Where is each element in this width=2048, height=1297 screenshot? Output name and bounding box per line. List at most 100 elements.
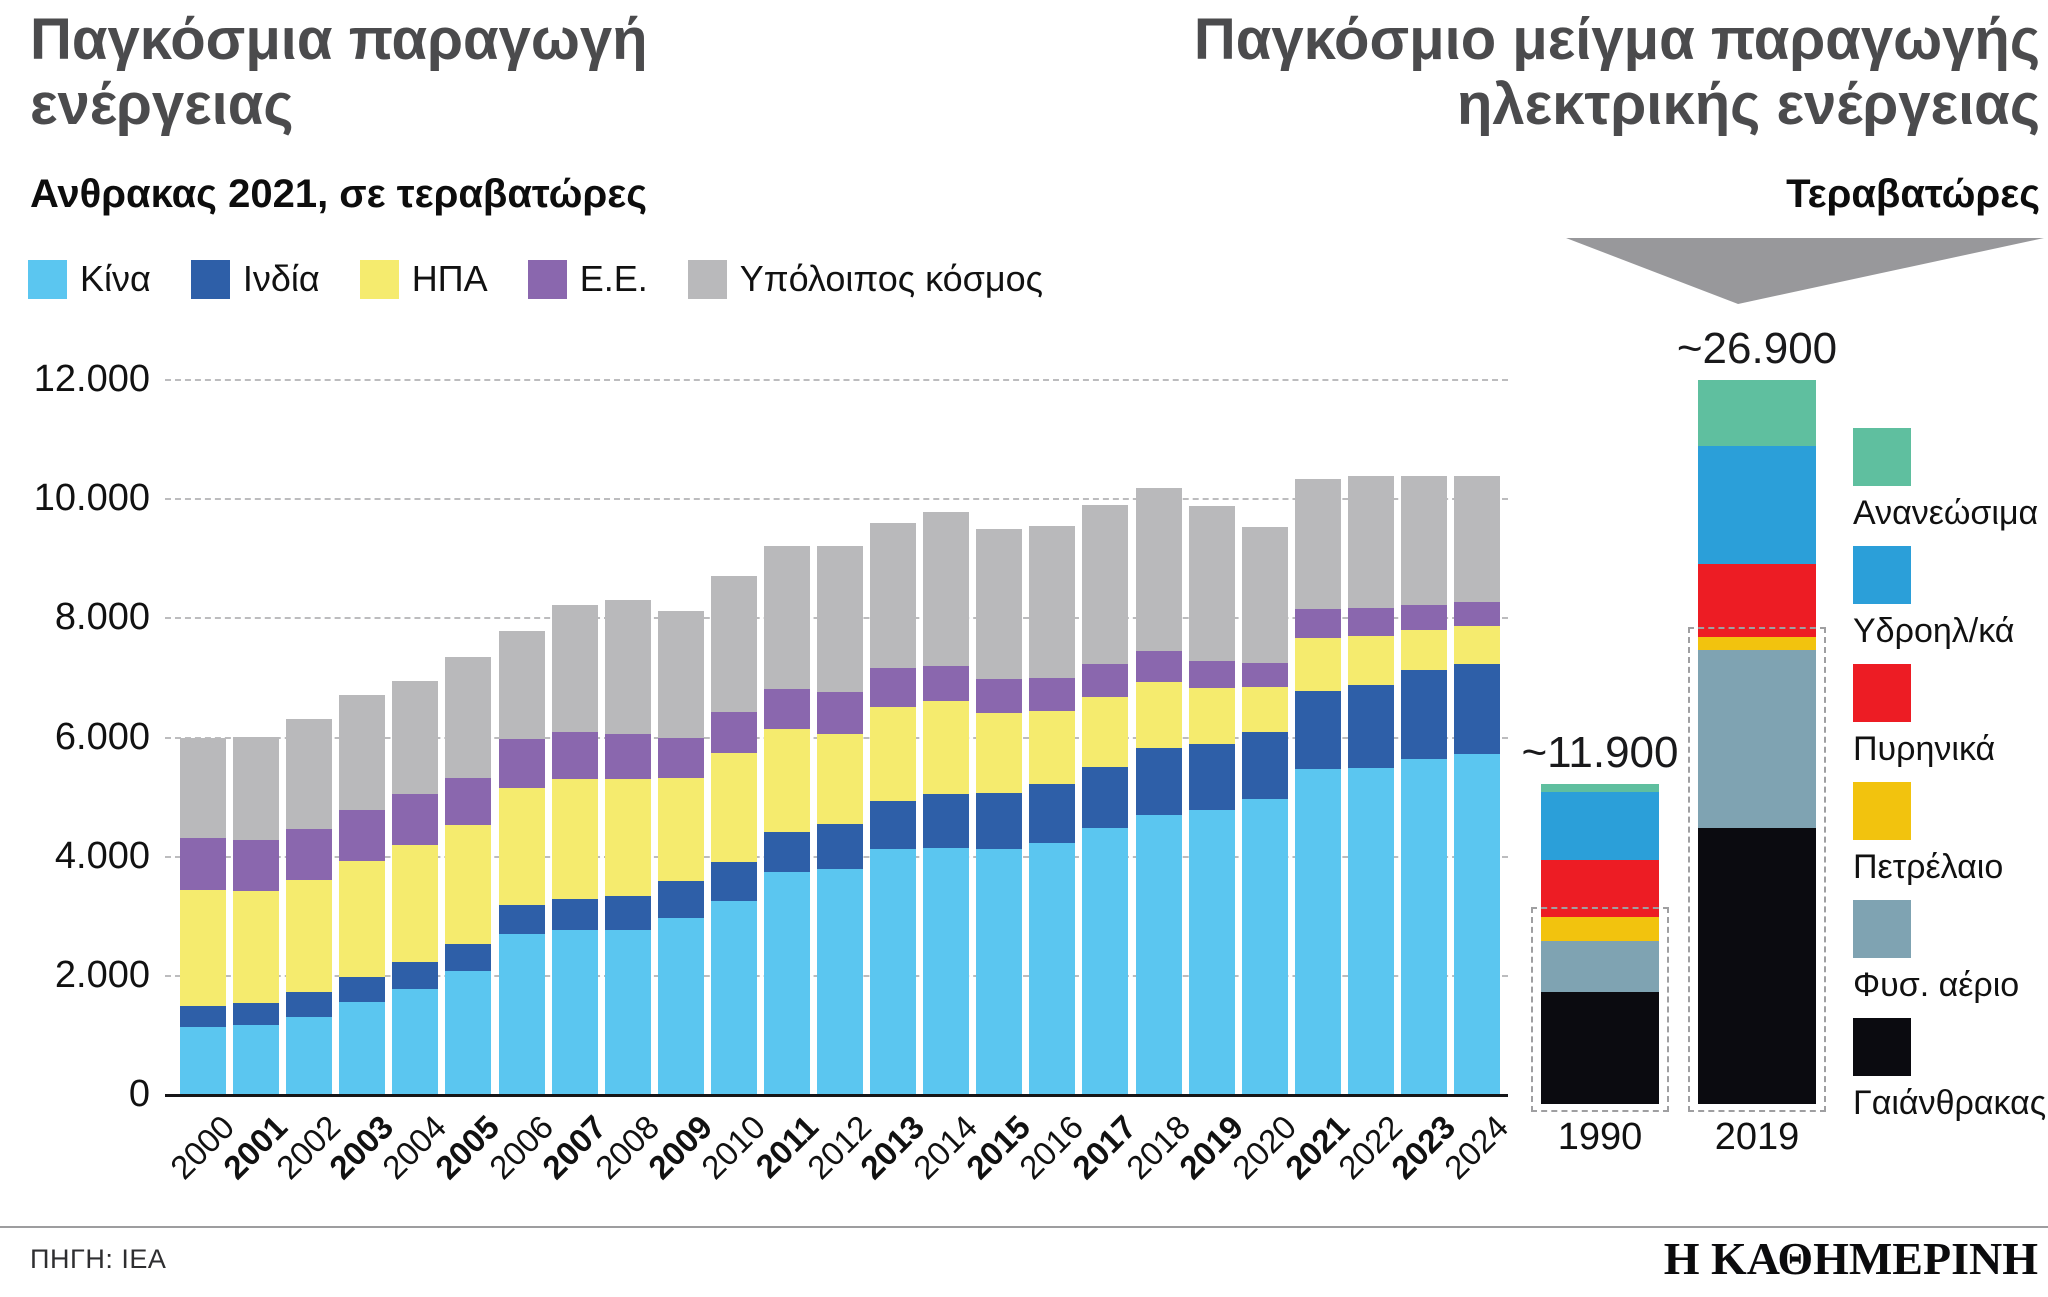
bar-2019-india-segment — [1188, 743, 1235, 810]
y-tick-label-2.000: 2.000 — [54, 953, 150, 996]
bar-2012-usa-segment — [817, 734, 863, 825]
bar-2015-china-segment — [976, 849, 1023, 1094]
x-tick-2019: 2019 — [1171, 1108, 1250, 1187]
bar-2002-india-segment — [286, 992, 333, 1018]
bar-2013-eu-segment — [870, 667, 917, 707]
bar-2018-usa-segment — [1135, 682, 1182, 749]
bar-2007-world-segment — [551, 605, 598, 732]
bar-2021-eu-segment — [1294, 608, 1341, 639]
right-chart-title: Παγκόσμιο μείγμα παραγωγής ηλεκτρικής εν… — [1193, 7, 2040, 137]
eu-swatch-icon — [527, 259, 567, 299]
bar-2013-india-segment — [870, 800, 917, 850]
bar-2014-world-segment — [923, 512, 970, 667]
mix-legend-item-coal: Γαιάνθρακας — [1853, 1018, 2046, 1123]
mix-x-tick-1990: 1990 — [1557, 1116, 1643, 1158]
mix-legend-label-oil: Πετρέλαιο — [1853, 848, 2004, 886]
legend-label-china: Κίνα — [80, 258, 151, 299]
bar-2003-eu-segment — [339, 809, 386, 862]
bar-2008-world-segment — [604, 600, 651, 735]
bar-2000-china-segment — [180, 1027, 226, 1094]
bar-2010-india-segment — [710, 862, 757, 901]
nuclear-swatch-icon — [1853, 664, 1911, 722]
legend-item-world: Υπόλοιπος κόσμος — [687, 258, 1044, 300]
bar-2004-eu-segment — [392, 794, 439, 845]
bar-2011-usa-segment — [763, 729, 810, 832]
bar-2003-india-segment — [339, 976, 386, 1002]
bar-2008-usa-segment — [604, 778, 651, 896]
footer-divider — [0, 1226, 2048, 1228]
bar-2016-india-segment — [1029, 783, 1076, 843]
bar-2021-india-segment — [1294, 691, 1341, 770]
legend-label-india: Ινδία — [242, 258, 320, 299]
mix-x-tick-2019: 2019 — [1714, 1116, 1800, 1158]
bar-2006-world-segment — [498, 631, 545, 740]
bar-2001-india-segment — [233, 1002, 280, 1025]
world-swatch-icon — [687, 259, 727, 299]
bar-2002-usa-segment — [286, 880, 333, 993]
bar-2002-china-segment — [286, 1017, 333, 1094]
bar-2006-india-segment — [498, 905, 545, 934]
mixbar-2019-gas-segment — [1698, 650, 1816, 829]
legend-label-world: Υπόλοιπος κόσμος — [739, 258, 1044, 299]
bar-2022-eu-segment — [1347, 607, 1394, 637]
bar-2001-usa-segment — [233, 890, 280, 1003]
legend-item-eu: Ε.Ε. — [527, 258, 648, 300]
bar-2012-india-segment — [817, 824, 863, 869]
x-tick-2016: 2016 — [1012, 1108, 1091, 1187]
bar-2013-world-segment — [870, 523, 917, 668]
bar-2023-china-segment — [1400, 759, 1447, 1094]
bar-2020-eu-segment — [1241, 663, 1288, 688]
bar-2000-world-segment — [180, 738, 226, 839]
legend-label-eu: Ε.Ε. — [579, 258, 648, 299]
bar-2020-usa-segment — [1241, 687, 1288, 733]
y-tick-label-0: 0 — [128, 1073, 150, 1115]
x-tick-2011: 2011 — [748, 1108, 826, 1185]
bar-2023-usa-segment — [1400, 629, 1447, 671]
gas-swatch-icon — [1853, 900, 1911, 958]
y-tick-label-12.000: 12.000 — [33, 358, 150, 400]
x-tick-2003: 2003 — [322, 1108, 401, 1187]
bar-2004-world-segment — [392, 681, 439, 795]
bar-2019-eu-segment — [1188, 661, 1235, 688]
source-label: ΠΗΓΗ: ΙΕΑ — [30, 1244, 167, 1274]
bar-2017-world-segment — [1082, 504, 1129, 664]
legend-label-usa: ΗΠΑ — [411, 258, 488, 299]
mix-legend-item-hydro: Υδροηλ/κά — [1853, 546, 2014, 651]
bar-2009-china-segment — [657, 918, 704, 1094]
bar-2007-india-segment — [551, 898, 598, 930]
y-tick-label-8.000: 8.000 — [54, 596, 150, 639]
bar-2017-india-segment — [1082, 766, 1129, 829]
mix-legend-label-gas: Φυσ. αέριο — [1853, 966, 2020, 1004]
y-tick-label-10.000: 10.000 — [33, 477, 150, 520]
mixbar-2019-hydro-segment — [1698, 445, 1816, 565]
bar-2024-india-segment — [1454, 663, 1500, 754]
bar-2014-china-segment — [923, 847, 970, 1094]
x-tick-2010: 2010 — [693, 1108, 772, 1187]
bar-2020-china-segment — [1241, 799, 1288, 1094]
x-tick-2023: 2023 — [1383, 1108, 1463, 1187]
kathimerini-logo: Η ΚΑΘΗΜΕΡΙΝΗ — [1663, 1233, 2038, 1284]
bar-2023-india-segment — [1400, 670, 1447, 760]
fossil-highlight-1990 — [1531, 906, 1669, 1112]
bar-2016-world-segment — [1029, 525, 1076, 679]
total-label-2019: ~26.900 — [1676, 324, 1838, 373]
x-tick-2021: 2021 — [1277, 1108, 1356, 1187]
bar-2007-eu-segment — [551, 731, 598, 779]
bar-2017-usa-segment — [1082, 696, 1129, 767]
x-tick-2007: 2007 — [534, 1108, 613, 1187]
bar-2003-china-segment — [339, 1001, 386, 1094]
china-swatch-icon — [28, 259, 67, 299]
bar-2024-eu-segment — [1454, 602, 1500, 626]
right-chart-subtitle: Τεραβατώρες — [1786, 172, 2040, 216]
bar-2012-china-segment — [817, 868, 863, 1094]
bar-2010-china-segment — [710, 900, 757, 1094]
mix-legend-label-hydro: Υδροηλ/κά — [1853, 612, 2015, 650]
bar-2010-world-segment — [710, 576, 757, 713]
mix-legend-label-nuclear: Πυρηνικά — [1853, 730, 1996, 768]
bar-2012-world-segment — [817, 546, 863, 693]
bar-2011-india-segment — [763, 831, 810, 873]
bar-2015-india-segment — [976, 793, 1023, 850]
bar-2004-china-segment — [392, 988, 439, 1094]
bar-2024-china-segment — [1454, 753, 1500, 1094]
bar-2022-world-segment — [1347, 476, 1394, 608]
